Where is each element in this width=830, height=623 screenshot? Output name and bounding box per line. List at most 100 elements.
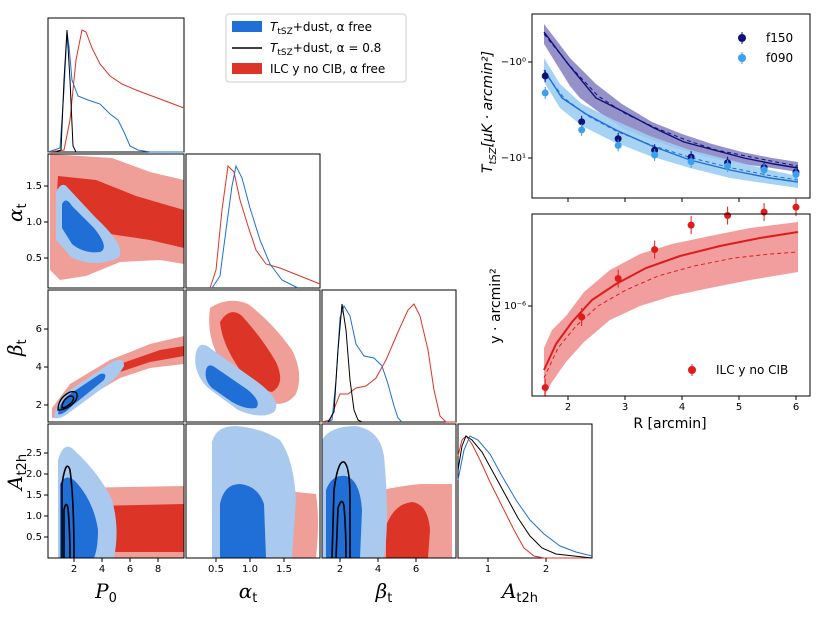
corner-legend: TtSZ+dust, α free TtSZ+dust, α = 0.8 ILC… [225,13,407,83]
tsz-point-f090-4 [687,158,695,166]
ilc-xtick-1: 3 [622,402,628,413]
alpha-ytick-2: 1.5 [26,181,42,192]
at2h-marginal-red-curve [457,435,592,559]
legend-label-red: ILC y no CIB, α free [270,62,385,76]
tsz-ytick-1: −10¹ [501,153,526,164]
tsz-point-f090-1 [578,126,586,134]
at2h-xtick-0: 1 [485,564,491,575]
tsz-point-f150-0 [541,72,549,80]
legend-swatch-blue [232,21,262,32]
f090-model-solid [543,69,799,183]
band-ilc [544,222,798,396]
ilc-model-solid [543,231,799,371]
at2h-alpha-blue-inner [220,484,266,558]
ilc-ylabel: y · arcmin² [488,268,504,343]
beta-ytick-2: 6 [36,324,42,335]
ilc-model-dashed [543,251,799,379]
xlabel-beta: βt [375,579,393,606]
tsz-legend: f150 f090 [738,31,793,65]
tsz-point-f090-6 [760,166,768,174]
at2h-beta-black-inner [335,500,347,559]
beta-ytick-1: 4 [36,362,42,373]
at2h-p0-black-outer [61,465,75,559]
ilc-legend: ILC y no CIB [688,363,788,377]
tsz-point-f150-2 [614,135,622,143]
ilc-ytick-0: 10⁻⁶ [504,301,526,312]
ilc-point-1 [578,313,586,321]
f150-model-dashed [543,33,799,167]
tsz-ytick-0: −10⁰ [501,57,526,68]
ilc-point-4 [687,221,695,229]
panel-alpha-marginal [185,153,321,289]
beta-xtick-0: 2 [337,564,343,575]
ylabel-alpha: αt [3,203,30,222]
beta-xtick-1: 4 [375,564,381,575]
ylabel-at2h: At2h [3,454,30,492]
panel-alpha-vs-p0: 0.5 1.0 1.5 αt [3,153,185,289]
ilc-point-2 [614,275,622,283]
panel-at2h-vs-alpha: 0.5 1.0 1.5 αt [185,423,321,606]
p0-xtick-3: 8 [155,564,161,575]
tsz-point-f090-0 [541,89,549,97]
legend-swatch-red [232,63,262,74]
beta-p0-black-outer [57,390,78,411]
legend-label-black: TtSZ+dust, α = 0.8 [270,41,381,58]
xlabel-at2h: At2h [500,579,538,606]
legend-label-f090: f090 [766,51,793,65]
panel-beta-marginal [321,289,457,423]
legend-label-blue: TtSZ+dust, α free [270,20,372,37]
ilc-profile-chart: 10⁻⁶ 2 3 4 5 6 R [arcmin] y · arcmin² IL… [488,198,811,432]
ylabel-beta: βt [3,339,30,357]
panel-at2h-vs-p0: 0.5 1.0 1.5 2.0 2.5 At2h 2 4 6 8 P0 [3,423,185,606]
tsz-ylabel: TtSZ[μK · arcmin²] [480,51,499,173]
beta-alpha-blue-inner [205,365,258,409]
tsz-point-f090-2 [614,141,622,149]
p0-xtick-1: 4 [99,564,105,575]
panel-at2h-vs-beta: 2 4 6 βt [321,423,457,606]
alpha-marginal-red-curve [209,164,321,289]
legend-label-f150: f150 [766,31,793,45]
ilc-xtick-0: 2 [565,402,571,413]
at2h-xtick-1: 2 [543,564,549,575]
corner-plot: 0.5 1.0 1.5 αt 2 4 6 βt [3,13,593,606]
panel-beta-vs-alpha [185,289,321,423]
beta-ytick-0: 2 [36,400,42,411]
alpha-p0-blue-inner [62,200,104,253]
beta-alpha-blue-outer [195,344,277,416]
beta-xtick-2: 6 [413,564,419,575]
tsz-point-f090-3 [651,151,659,159]
beta-alpha-red-inner [220,312,281,392]
at2h-ytick-0: 0.5 [26,532,42,543]
legend-label-ilc: ILC y no CIB [716,363,788,377]
tsz-point-f090-7 [792,170,800,178]
at2h-ytick-2: 1.5 [26,490,42,501]
ilc-point-3 [651,246,659,254]
alpha-xtick-2: 1.5 [276,564,292,575]
p0-marginal-black-curve [55,29,77,153]
at2h-marginal-blue-curve [457,435,593,557]
ilc-point-5 [724,212,732,220]
alpha-xtick-1: 1.0 [242,564,258,575]
at2h-ytick-4: 2.5 [26,448,42,459]
alpha-marginal-blue-curve [211,164,299,289]
panel-p0-marginal [47,17,185,153]
tsz-profile-chart: −10⁰ −10¹ TtSZ[μK · arcmin²] f150 f090 [480,13,811,202]
panel-beta-vs-p0: 2 4 6 βt [3,289,185,423]
ilc-point-7 [792,203,800,211]
ilc-point-0 [541,384,549,392]
tsz-data-points [541,70,800,181]
tsz-point-f090-5 [724,162,732,170]
alpha-ytick-0: 0.5 [26,253,42,264]
f090-model-dashed [543,71,799,181]
xlabel-alpha: αt [239,579,258,606]
at2h-marginal-black-curve [457,435,593,559]
beta-marginal-black-curve [327,303,363,423]
ilc-xlabel: R [arcmin] [633,416,706,432]
ilc-point-6 [760,208,768,216]
beta-marginal-red-curve [321,303,456,423]
ilc-xtick-2: 4 [679,402,685,413]
at2h-beta-red-inner [386,502,430,558]
at2h-beta-black-outer [331,461,351,559]
alpha-xtick-0: 0.5 [208,564,224,575]
